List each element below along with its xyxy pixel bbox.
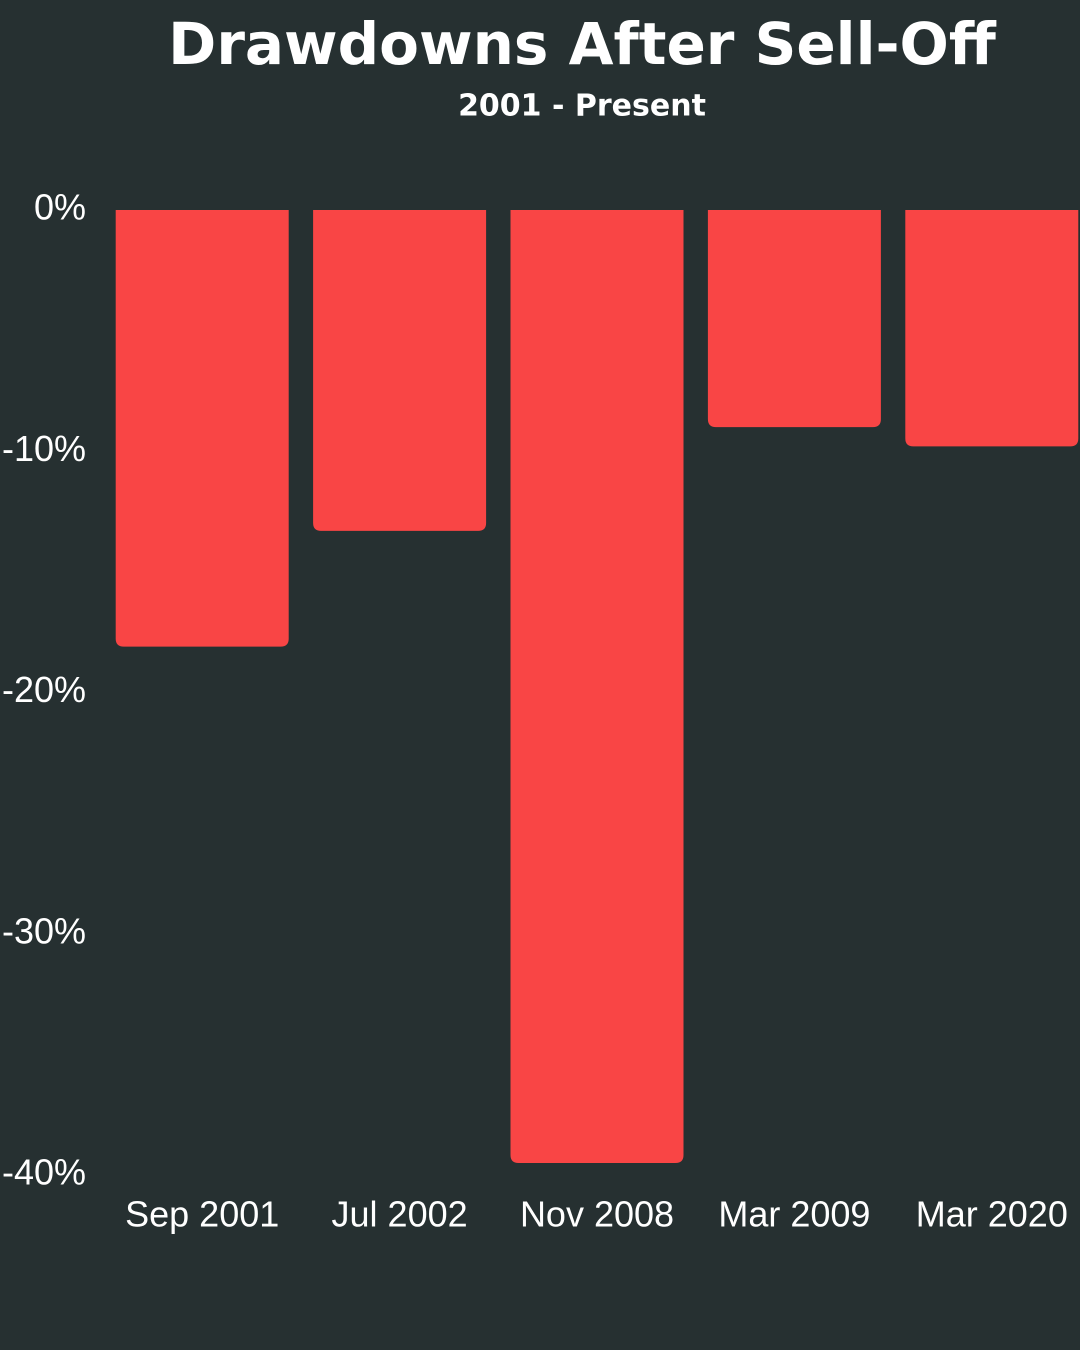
y-tick-label: -10% <box>2 428 86 469</box>
y-tick-label: -20% <box>2 669 86 710</box>
y-tick-label: 0% <box>34 187 86 228</box>
x-tick-label: Mar 2009 <box>718 1194 870 1235</box>
x-tick-label: Mar 2020 <box>916 1194 1068 1235</box>
bar <box>905 210 1079 447</box>
chart-title: Drawdowns After Sell-Off <box>168 10 997 78</box>
x-tick-label: Nov 2008 <box>520 1194 674 1235</box>
x-tick-label: Jul 2002 <box>332 1194 468 1235</box>
x-tick-label: Sep 2001 <box>125 1194 279 1235</box>
bar <box>510 210 684 1163</box>
bar <box>115 210 289 647</box>
y-tick-label: -40% <box>2 1152 86 1193</box>
chart-subtitle: 2001 - Present <box>458 89 706 124</box>
bar <box>313 210 487 531</box>
bar <box>707 210 881 428</box>
y-tick-label: -30% <box>2 910 86 951</box>
